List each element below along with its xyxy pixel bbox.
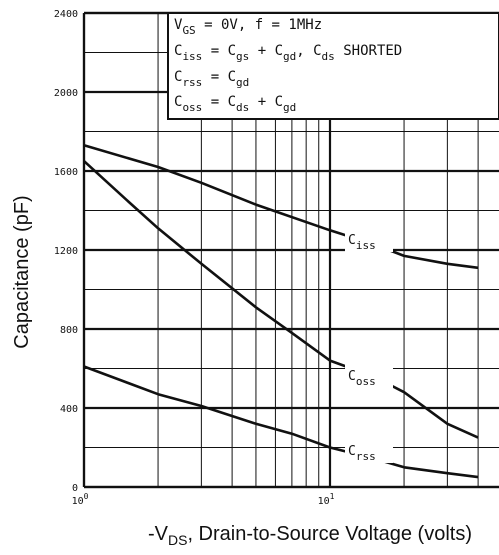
legend-text-part: = C xyxy=(202,43,236,59)
y-tick-label: 2400 xyxy=(54,9,78,20)
legend-subscript: ds xyxy=(322,50,335,63)
legend-line: VGS = 0V, f = 1MHz xyxy=(174,17,322,37)
legend-line: Crss = Cgd xyxy=(174,69,249,89)
series-label-bg xyxy=(345,228,393,252)
legend-subscript: gd xyxy=(236,76,249,89)
series-line-crss xyxy=(83,365,479,479)
x-axis-title-rest: , Drain-to-Source Voltage (volts) xyxy=(187,523,472,545)
y-tick-label: 400 xyxy=(60,404,78,415)
chart-curves: Ciss Coss Crss xyxy=(83,144,479,479)
legend-text-part: + C xyxy=(249,43,283,59)
y-tick-label: 0 xyxy=(72,483,78,494)
legend-text-part: + C xyxy=(249,94,283,110)
x-tick-label: 100 xyxy=(72,492,89,507)
legend-subscript: rss xyxy=(182,76,202,89)
legend-box xyxy=(167,12,499,120)
legend-subscript: ds xyxy=(236,101,249,114)
x-axis-title-sub: DS xyxy=(168,532,187,548)
legend-line: Ciss = Cgs + Cgd, Cds SHORTED xyxy=(174,43,402,63)
legend-text-part: SHORTED xyxy=(335,43,402,59)
axis-ticks: 0 400 800 1200 1600 2000 2400 100 101 xyxy=(54,9,335,507)
y-tick-label: 1600 xyxy=(54,167,78,178)
series-label-ciss: Ciss xyxy=(348,233,376,252)
legend-text-part: , C xyxy=(296,43,321,59)
legend-text-part: = 0V, f = 1MHz xyxy=(196,17,322,33)
series-line-coss xyxy=(83,160,479,439)
series-label-bg xyxy=(345,364,393,388)
x-axis-title: -VDS, Drain-to-Source Voltage (volts) xyxy=(148,523,472,548)
series-label-coss: Coss xyxy=(348,369,376,388)
chart-legend: VGS = 0V, f = 1MHz Ciss = Cgs + Cgd, Cds … xyxy=(167,12,499,120)
legend-text-part: = C xyxy=(202,94,236,110)
legend-text-part: C xyxy=(174,94,182,110)
legend-text-part: C xyxy=(174,69,182,85)
legend-subscript: gd xyxy=(283,101,296,114)
y-tick-label: 1200 xyxy=(54,246,78,257)
legend-subscript: oss xyxy=(182,101,202,114)
series-label-crss: Crss xyxy=(348,444,376,463)
legend-text-part: C xyxy=(174,43,182,59)
legend-subscript: gd xyxy=(283,50,296,63)
y-axis-title: Capacitance (pF) xyxy=(11,195,33,348)
legend-subscript: iss xyxy=(182,50,202,63)
x-tick-label: 101 xyxy=(318,492,335,507)
legend-text-part: = C xyxy=(202,69,236,85)
series-label-bg xyxy=(345,439,393,463)
legend-subscript: gs xyxy=(236,50,249,63)
series-line-ciss xyxy=(83,144,479,270)
legend-line: Coss = Cds + Cgd xyxy=(174,94,296,114)
y-tick-label: 800 xyxy=(60,325,78,336)
x-axis-title-main: -V xyxy=(148,523,169,545)
legend-text-part: V xyxy=(174,17,183,33)
y-tick-label: 2000 xyxy=(54,88,78,99)
legend-subscript: GS xyxy=(182,24,195,37)
